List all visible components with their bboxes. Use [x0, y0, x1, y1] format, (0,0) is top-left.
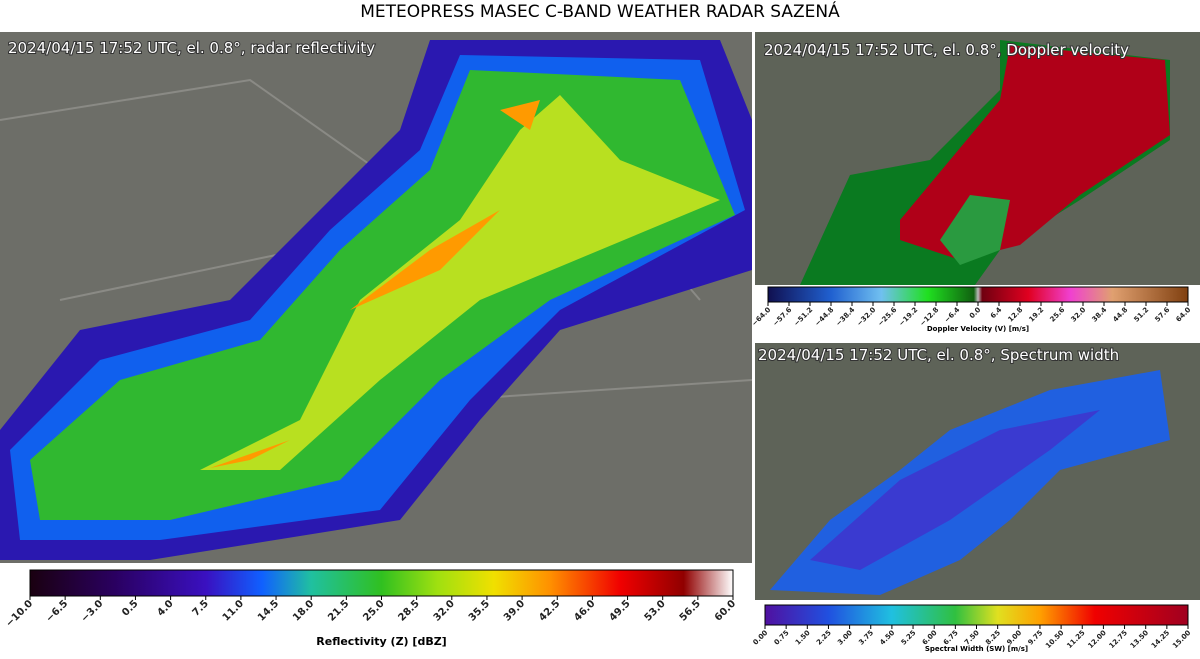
colorbar-tick-label: 60.0 [713, 598, 738, 623]
colorbar-tick-label: 6.75 [942, 629, 960, 647]
colorbar-tick-label: 49.5 [607, 598, 632, 623]
colorbar-tick-label: 19.2 [1028, 306, 1046, 324]
colorbar-tick-label: 3.00 [836, 629, 854, 647]
colorbar-tick-label: −51.2 [792, 306, 814, 328]
colorbar-label: Doppler Velocity (V) [m/s] [927, 325, 1029, 333]
colorbar-tick-label: 15.00 [1171, 629, 1192, 650]
velocity-couplet [940, 195, 1010, 265]
colorbar-tick-label: 10.50 [1044, 629, 1065, 650]
colorbar-tick-label: 42.5 [537, 598, 562, 623]
colorbar-tick-label: 9.75 [1026, 629, 1044, 647]
colorbar-tick-label: 12.75 [1108, 629, 1129, 650]
colorbar-tick-label: 25.0 [361, 598, 386, 623]
colorbar-label: Reflectivity (Z) [dBZ] [316, 635, 446, 648]
colorbar-tick-label: 9.00 [1005, 629, 1023, 647]
colorbar-tick-label: 28.5 [397, 598, 422, 623]
colorbar-tick-label: 46.0 [572, 598, 597, 623]
colorbar-tick-label: 2.25 [815, 629, 833, 647]
colorbar-tick-label: 11.0 [221, 598, 246, 623]
colorbar-tick-label: 18.0 [291, 598, 316, 623]
colorbar-tick-label: −32.0 [855, 306, 877, 328]
colorbar-tick-label: 39.0 [502, 598, 527, 623]
colorbar-tick-label: −38.4 [834, 306, 856, 328]
colorbar-tick-label: 1.50 [794, 629, 812, 647]
colorbar-tick-label: −44.8 [813, 306, 835, 328]
colorbar-tick-label: −10.0 [4, 598, 35, 629]
colorbar-tick-label: −3.0 [79, 598, 105, 624]
colorbar-tick-label: 51.2 [1133, 306, 1151, 324]
colorbar-tick-label: 12.00 [1086, 629, 1107, 650]
figure-title: METEOPRESS MASEC C-BAND WEATHER RADAR SA… [360, 0, 840, 22]
colorbar-tick-label: 0.75 [773, 629, 791, 647]
colorbar-tick-label: −19.2 [897, 306, 919, 328]
colorbar-tick-label: −64.0 [750, 306, 772, 328]
colorbar-tick-label: 57.6 [1154, 306, 1172, 324]
width-core [810, 410, 1100, 570]
colorbar-label: Spectral Width (SW) [m/s] [925, 645, 1028, 653]
colorbar [764, 604, 1189, 626]
colorbar-tick-label: −57.6 [771, 306, 793, 328]
colorbar-tick-label: 7.5 [191, 598, 211, 618]
echo-high [200, 95, 720, 470]
colorbar-tick-label: 4.50 [878, 629, 896, 647]
colorbar-tick-label: 3.75 [857, 629, 875, 647]
colorbar-tick-label: 6.4 [989, 306, 1004, 321]
colorbar-tick-label: 14.5 [256, 598, 281, 623]
colorbar-tick-label: −6.5 [44, 598, 70, 624]
colorbar-tick-label: 12.8 [1007, 306, 1025, 324]
colorbar-tick-label: 53.0 [643, 598, 668, 623]
panel-caption: 2024/04/15 17:52 UTC, el. 0.8°, Spectrum… [758, 346, 1119, 364]
colorbar [29, 569, 734, 597]
colorbar-tick-label: 32.0 [1070, 306, 1088, 324]
colorbar-tick-label: 25.6 [1049, 306, 1067, 324]
colorbar-tick-label: 5.25 [900, 629, 918, 647]
colorbar-tick-label: 7.50 [963, 629, 981, 647]
colorbar-tick-label: 0.00 [752, 629, 770, 647]
colorbar-tick-label: 0.5 [120, 598, 140, 618]
colorbar-tick-label: 13.50 [1129, 629, 1150, 650]
colorbar [767, 286, 1189, 303]
colorbar-tick-label: 56.5 [678, 598, 703, 623]
colorbar-tick-label: 14.25 [1150, 629, 1171, 650]
colorbar-tick-label: 4.0 [155, 598, 175, 618]
colorbar-tick-label: 38.4 [1091, 306, 1109, 324]
colorbar-tick-label: −6.4 [943, 306, 962, 325]
panel-caption: 2024/04/15 17:52 UTC, el. 0.8°, radar re… [8, 39, 375, 57]
map-roads [0, 78, 753, 401]
colorbar-tick-label: 64.0 [1175, 306, 1193, 324]
colorbar-tick-label: 21.5 [326, 598, 351, 623]
colorbar-tick-label: −25.6 [876, 306, 898, 328]
colorbar-tick-label: 35.5 [467, 598, 492, 623]
panel-caption: 2024/04/15 17:52 UTC, el. 0.8°, Doppler … [764, 41, 1129, 59]
colorbar-tick-label: 8.25 [984, 629, 1002, 647]
colorbar-tick-label: 11.25 [1065, 629, 1086, 650]
colorbar-tick-label: 32.0 [432, 598, 457, 623]
colorbar-tick-label: 44.8 [1112, 306, 1130, 324]
colorbar-tick-label: 0.0 [968, 306, 983, 321]
colorbar-tick-label: 6.00 [921, 629, 939, 647]
